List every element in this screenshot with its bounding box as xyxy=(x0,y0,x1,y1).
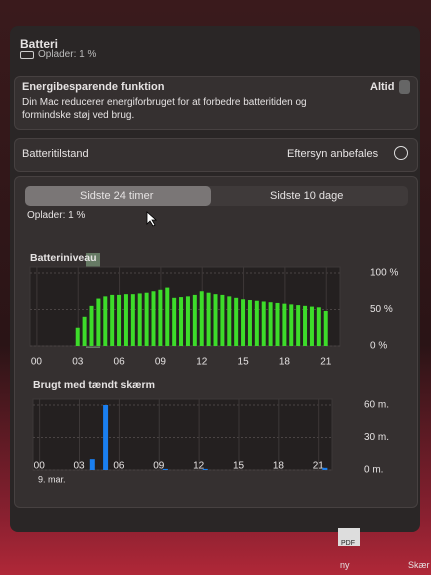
y-tick-label: 60 m. xyxy=(364,400,389,411)
pdf-icon xyxy=(338,528,360,546)
bar xyxy=(303,305,308,346)
x-tick-label: 00 xyxy=(34,461,46,472)
energy-select[interactable]: Altid xyxy=(370,81,395,93)
x-tick-label: 03 xyxy=(74,461,86,472)
bar xyxy=(89,305,94,346)
bar xyxy=(261,301,266,346)
bar xyxy=(199,291,204,346)
bar xyxy=(103,405,109,470)
energy-card xyxy=(14,76,418,130)
tab-selected-bg xyxy=(25,186,211,206)
bar xyxy=(185,296,190,346)
x-tick-label: 00 xyxy=(31,357,43,368)
chart-title: Batteriniveau xyxy=(30,252,97,264)
plot-area xyxy=(29,266,341,347)
bar xyxy=(103,296,108,346)
bar xyxy=(323,310,328,346)
bar xyxy=(282,303,287,346)
tab[interactable]: Sidste 24 timer xyxy=(80,190,154,202)
bar xyxy=(234,297,239,346)
bar xyxy=(247,300,252,346)
bar xyxy=(316,307,321,346)
title: Batteri xyxy=(20,37,59,51)
bar xyxy=(96,298,101,346)
bar xyxy=(213,294,218,346)
charging: Oplader: 1 % xyxy=(27,210,86,221)
plot-area xyxy=(32,398,333,471)
x-tick-label: 15 xyxy=(233,461,245,472)
bar xyxy=(322,467,328,470)
energy-description: Din Mac reducerer energiforbruget for at… xyxy=(22,97,307,121)
bar xyxy=(202,468,208,470)
bar xyxy=(151,291,156,346)
bar xyxy=(89,459,95,470)
date-label: 9. mar. xyxy=(38,474,66,484)
bar xyxy=(268,302,273,346)
bar xyxy=(220,294,225,346)
tab[interactable]: Sidste 10 dage xyxy=(270,190,344,202)
bar xyxy=(110,294,115,346)
x-tick-label: 18 xyxy=(273,461,285,472)
bar xyxy=(309,306,314,346)
bar xyxy=(117,294,122,346)
x-tick-label: 09 xyxy=(155,357,167,368)
bar xyxy=(275,302,280,346)
bar xyxy=(137,293,142,346)
bar xyxy=(179,297,184,346)
icon-label: ny xyxy=(340,560,350,570)
x-tick-label: 09 xyxy=(153,461,165,472)
bar xyxy=(296,305,301,346)
energy-title: Energibesparende funktion xyxy=(22,81,165,93)
x-tick-label: 18 xyxy=(279,357,291,368)
icon-label: PDF xyxy=(341,540,355,547)
bar xyxy=(254,300,259,346)
bar xyxy=(289,304,294,346)
bar xyxy=(241,299,246,346)
health-value: Eftersyn anbefales xyxy=(287,148,379,160)
icon-label: Skær xyxy=(408,560,430,570)
chart-title: Brugt med tændt skærm xyxy=(33,379,155,391)
bar xyxy=(75,327,80,346)
x-tick-label: 03 xyxy=(72,357,84,368)
x-tick-label: 15 xyxy=(238,357,250,368)
bar xyxy=(144,292,149,346)
cursor xyxy=(146,211,158,227)
bar xyxy=(165,287,170,346)
bar xyxy=(162,468,168,470)
y-tick-label: 0 m. xyxy=(364,465,383,476)
y-tick-label: 0 % xyxy=(370,341,387,352)
bar xyxy=(123,294,128,346)
bar xyxy=(227,296,232,346)
y-tick-label: 50 % xyxy=(370,304,393,315)
y-tick-label: 30 m. xyxy=(364,432,389,443)
y-tick-label: 100 % xyxy=(370,268,398,279)
bar xyxy=(130,294,135,346)
health-label: Batteritilstand xyxy=(22,148,89,160)
bar xyxy=(206,292,211,346)
x-tick-label: 21 xyxy=(313,461,325,472)
select-arrows[interactable] xyxy=(399,80,410,94)
status: Oplader: 1 % xyxy=(38,49,97,60)
x-tick-label: 21 xyxy=(320,357,332,368)
bar xyxy=(192,294,197,346)
battery-icon xyxy=(20,51,34,59)
x-tick-label: 06 xyxy=(113,461,125,472)
x-tick-label: 12 xyxy=(193,461,205,472)
x-tick-label: 12 xyxy=(196,357,208,368)
bar xyxy=(82,316,87,346)
info-button[interactable] xyxy=(394,146,408,160)
health-card xyxy=(14,138,418,172)
x-tick-label: 06 xyxy=(114,357,126,368)
bar xyxy=(172,297,177,346)
bar xyxy=(158,289,163,346)
